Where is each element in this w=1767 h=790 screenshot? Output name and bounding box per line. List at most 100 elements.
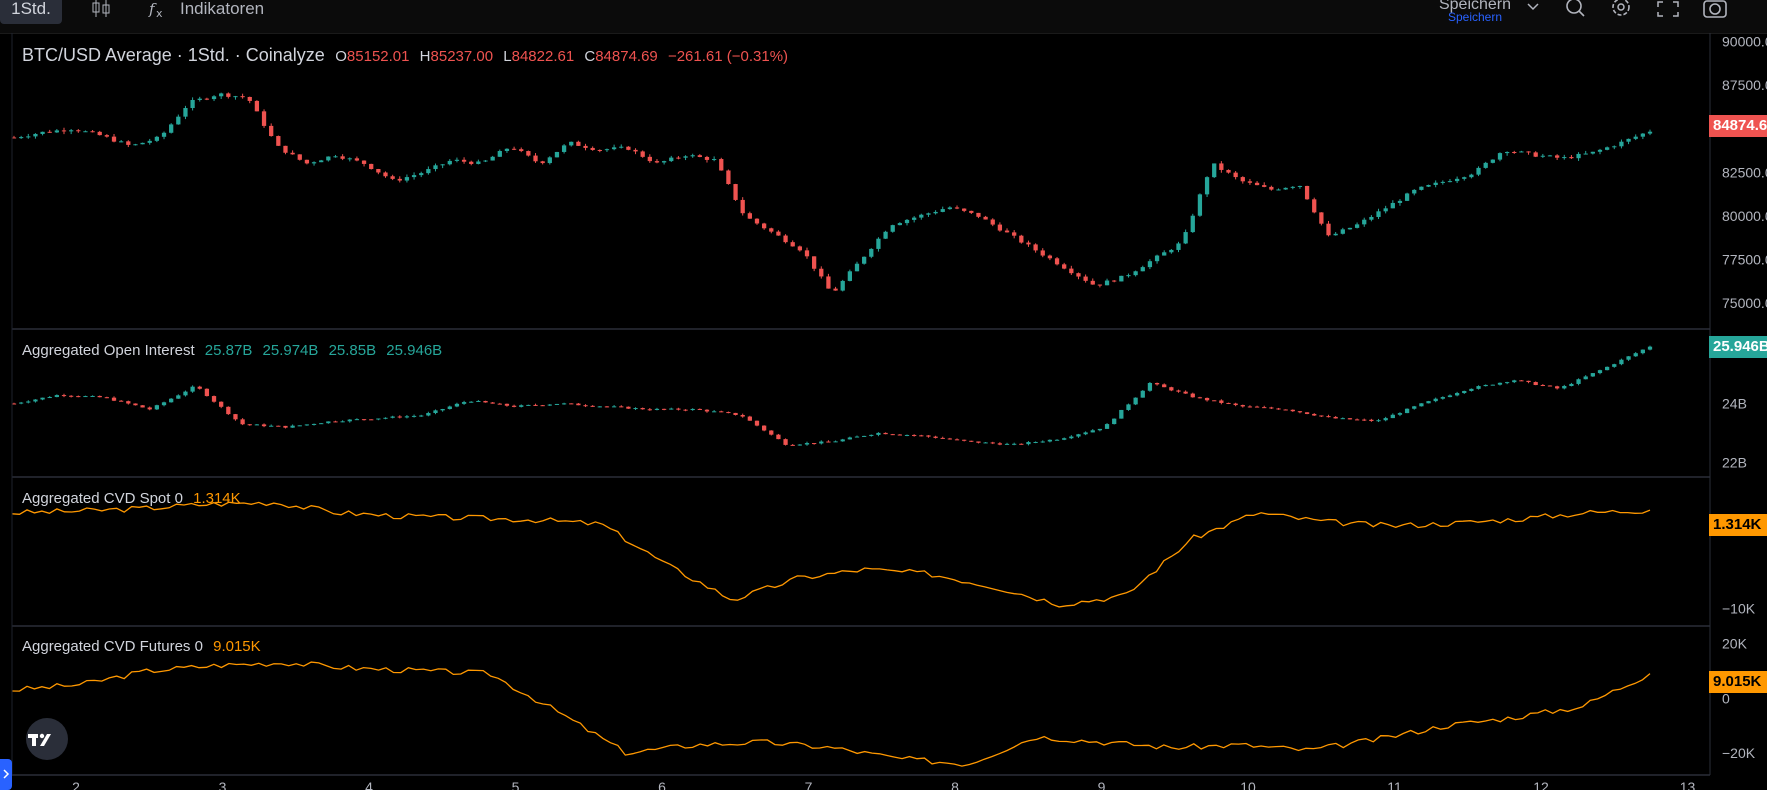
price-candle-body bbox=[1104, 280, 1110, 286]
price-candle-body bbox=[390, 176, 395, 179]
oi-candle-body bbox=[1583, 376, 1588, 380]
oi-candle-body bbox=[1269, 407, 1274, 409]
oi-candle-body bbox=[812, 443, 817, 445]
oi-candle-body bbox=[783, 439, 788, 445]
price-candle-body bbox=[1412, 189, 1417, 194]
price-tag: 84874.69 bbox=[1709, 115, 1767, 137]
price-candle-body bbox=[919, 214, 924, 218]
price-candle-body bbox=[561, 145, 567, 152]
price-candle-body bbox=[554, 151, 560, 158]
cvd-spot-axis-label: −10K bbox=[1722, 601, 1756, 617]
price-candle-body bbox=[90, 131, 95, 133]
price-candle-body bbox=[1583, 153, 1588, 155]
oi-candle-body bbox=[854, 436, 860, 438]
price-candle-body bbox=[1576, 153, 1581, 159]
price-candle-body bbox=[854, 263, 860, 272]
oi-candle-body bbox=[761, 425, 767, 431]
oi-candle-body bbox=[447, 406, 452, 410]
oi-title[interactable]: Aggregated Open Interest bbox=[22, 342, 195, 359]
time-axis-label: 7 bbox=[805, 779, 813, 790]
price-candle-body bbox=[1419, 186, 1424, 190]
chevron-down-icon[interactable] bbox=[1520, 0, 1546, 24]
price-candle-body bbox=[533, 155, 538, 162]
oi-candle-body bbox=[554, 403, 560, 405]
price-candle-body bbox=[176, 116, 181, 125]
price-candle-body bbox=[1640, 133, 1645, 137]
price-candle-body bbox=[726, 170, 731, 185]
oi-candle-body bbox=[1640, 349, 1645, 354]
oi-candle-body bbox=[433, 410, 438, 414]
camera-icon[interactable] bbox=[1702, 0, 1728, 24]
oi-candle-body bbox=[1233, 403, 1238, 406]
save-button[interactable]: Speichern Speichern bbox=[1420, 0, 1530, 24]
tradingview-logo[interactable] bbox=[26, 718, 68, 760]
price-candle-body bbox=[747, 213, 752, 219]
price-candle-body bbox=[676, 157, 681, 159]
price-candle-body bbox=[419, 173, 424, 176]
oi-candle-body bbox=[1019, 443, 1024, 445]
price-candle-body bbox=[997, 224, 1003, 231]
oi-candle-body bbox=[883, 432, 888, 435]
symbol-title[interactable]: BTC/USD Average · 1Std. · Coinalyze bbox=[22, 45, 325, 65]
oi-candle-body bbox=[1519, 380, 1524, 382]
oi-candle-body bbox=[147, 407, 152, 410]
price-candle-body bbox=[1254, 182, 1260, 186]
oi-value-1: 25.87B bbox=[204, 342, 253, 359]
price-candle-body bbox=[369, 163, 374, 170]
price-candle-body bbox=[740, 199, 745, 214]
oi-candle-body bbox=[1590, 373, 1595, 377]
price-candle-body bbox=[161, 132, 167, 137]
price-candle-body bbox=[1119, 275, 1124, 282]
oi-candle-body bbox=[583, 405, 588, 407]
search-icon[interactable] bbox=[1562, 0, 1588, 24]
price-candle-body bbox=[397, 178, 402, 181]
oi-candle-body bbox=[276, 425, 281, 427]
timeframe-button[interactable]: 1Std. bbox=[0, 0, 62, 24]
price-candle-body bbox=[1605, 147, 1610, 150]
oi-candle-body bbox=[1533, 382, 1538, 386]
price-candle-body bbox=[926, 213, 931, 215]
oi-candle-body bbox=[1104, 424, 1110, 429]
oi-candle-body bbox=[890, 434, 895, 436]
oi-candle-body bbox=[311, 423, 317, 425]
gear-icon[interactable] bbox=[1608, 0, 1634, 24]
oi-axis-label: 24B bbox=[1722, 396, 1747, 412]
cvd-futures-axis-label: 20K bbox=[1722, 635, 1748, 651]
cvd-futures-title[interactable]: Aggregated CVD Futures 0 bbox=[22, 638, 203, 655]
price-candle-body bbox=[976, 212, 981, 217]
oi-candle-body bbox=[1183, 391, 1188, 394]
oi-candle-body bbox=[454, 403, 460, 407]
oi-candle-body bbox=[547, 404, 552, 406]
oi-candle-body bbox=[1026, 442, 1031, 445]
candle-type-icon[interactable] bbox=[90, 0, 114, 24]
oi-candle-body bbox=[1219, 400, 1224, 403]
price-candle-body bbox=[311, 162, 317, 164]
price-candle-body bbox=[1297, 185, 1303, 187]
price-candle-body bbox=[1083, 276, 1088, 281]
price-candle-body bbox=[1176, 243, 1181, 250]
sidebar-toggle-tab[interactable] bbox=[0, 759, 12, 790]
price-candle-body bbox=[326, 156, 331, 161]
oi-candle-body bbox=[254, 424, 260, 426]
price-candle-body bbox=[1040, 250, 1045, 256]
price-candle-body bbox=[126, 141, 131, 145]
indicators-button[interactable]: Indikatoren bbox=[180, 0, 265, 18]
oi-candle-body bbox=[1483, 384, 1488, 387]
price-candle-body bbox=[590, 147, 595, 150]
price-axis-label: 75000.00 bbox=[1722, 295, 1767, 311]
cvd-spot-title[interactable]: Aggregated CVD Spot 0 bbox=[22, 490, 183, 507]
fullscreen-icon[interactable] bbox=[1655, 0, 1681, 24]
oi-candle-body bbox=[1347, 418, 1353, 420]
price-candle-body bbox=[904, 219, 910, 224]
time-axis-label: 2 bbox=[72, 779, 80, 790]
price-candle-body bbox=[1047, 255, 1053, 259]
oi-candle-body bbox=[97, 395, 102, 398]
oi-candle-body bbox=[1562, 385, 1567, 389]
oi-candle-body bbox=[1362, 419, 1367, 421]
oi-candle-body bbox=[1319, 415, 1324, 417]
oi-candle-body bbox=[26, 401, 31, 403]
oi-legend: Aggregated Open Interest 25.87B 25.974B … bbox=[22, 342, 448, 359]
price-candle-body bbox=[1276, 189, 1281, 191]
